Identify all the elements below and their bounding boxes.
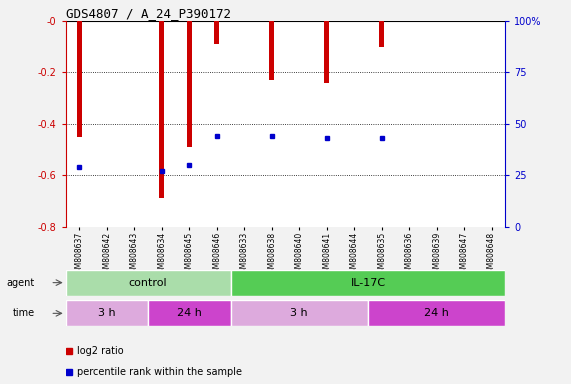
Text: agent: agent bbox=[7, 278, 35, 288]
Text: control: control bbox=[129, 278, 167, 288]
Bar bbox=[231, 300, 368, 326]
Text: 3 h: 3 h bbox=[291, 308, 308, 318]
Text: 3 h: 3 h bbox=[98, 308, 116, 318]
Bar bbox=[159, 21, 164, 198]
Bar bbox=[324, 21, 329, 83]
Bar bbox=[368, 300, 505, 326]
Text: 24 h: 24 h bbox=[177, 308, 202, 318]
Text: percentile rank within the sample: percentile rank within the sample bbox=[77, 367, 242, 377]
Bar bbox=[187, 21, 192, 147]
Bar bbox=[270, 21, 274, 80]
Bar bbox=[66, 270, 231, 296]
Text: IL-17C: IL-17C bbox=[351, 278, 385, 288]
Bar bbox=[148, 300, 231, 326]
Text: time: time bbox=[13, 308, 35, 318]
Text: GDS4807 / A_24_P390172: GDS4807 / A_24_P390172 bbox=[66, 7, 231, 20]
Text: log2 ratio: log2 ratio bbox=[77, 346, 124, 356]
Bar bbox=[77, 21, 82, 137]
Text: 24 h: 24 h bbox=[424, 308, 449, 318]
Bar bbox=[66, 300, 148, 326]
Bar bbox=[231, 270, 505, 296]
Bar bbox=[214, 21, 219, 44]
Bar bbox=[379, 21, 384, 47]
